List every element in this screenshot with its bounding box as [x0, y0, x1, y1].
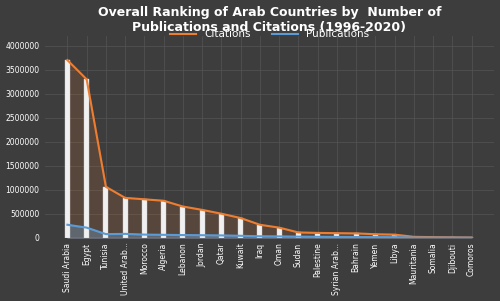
Publications	[142, 233, 148, 236]
Citations	[314, 231, 320, 235]
Publications	[84, 226, 89, 229]
Citations	[334, 231, 340, 235]
Citations	[392, 233, 398, 236]
Publications	[218, 234, 224, 237]
Citations	[296, 231, 302, 234]
Citations	[103, 185, 109, 189]
Citations	[257, 223, 263, 227]
Publications	[180, 233, 186, 237]
Citations	[276, 226, 282, 229]
Bar	[219, 214, 224, 238]
Citations	[450, 235, 456, 239]
Bar	[65, 60, 70, 238]
Bar	[373, 234, 378, 238]
Citations	[430, 235, 436, 239]
Bar	[238, 218, 243, 238]
Publications	[411, 236, 417, 239]
Bar	[296, 232, 301, 238]
Bar	[142, 199, 147, 238]
Publications	[314, 235, 320, 239]
Citations	[142, 197, 148, 201]
Line: Citations: Citations	[68, 60, 471, 237]
Publications	[199, 233, 205, 237]
Publications	[392, 235, 398, 239]
Bar	[276, 228, 281, 238]
Publications	[468, 236, 474, 240]
Citations	[84, 77, 89, 81]
Bar	[450, 237, 454, 238]
Bar	[392, 234, 397, 238]
Bar	[258, 225, 262, 238]
Bar	[315, 233, 320, 238]
Citations	[160, 199, 166, 203]
Citations	[238, 216, 244, 220]
Citations	[64, 58, 70, 62]
Line: Publications: Publications	[68, 225, 471, 238]
Bar	[354, 233, 358, 238]
Legend: Citations, Publications: Citations, Publications	[166, 25, 374, 44]
Bar	[180, 206, 186, 238]
Bar	[161, 201, 166, 238]
Publications	[103, 232, 109, 236]
Citations	[353, 231, 359, 235]
Publications	[450, 236, 456, 239]
Publications	[238, 234, 244, 237]
Publications	[160, 233, 166, 237]
Citations	[122, 196, 128, 200]
Bar	[200, 210, 204, 238]
Publications	[276, 234, 282, 238]
Citations	[218, 212, 224, 216]
Bar	[334, 233, 340, 238]
Citations	[411, 235, 417, 239]
Bar	[84, 79, 89, 238]
Citations	[372, 232, 378, 236]
Citations	[199, 208, 205, 212]
Publications	[296, 235, 302, 238]
Publications	[430, 236, 436, 239]
Publications	[64, 223, 70, 227]
Publications	[122, 232, 128, 236]
Publications	[353, 235, 359, 239]
Publications	[372, 235, 378, 239]
Bar	[122, 198, 128, 238]
Publications	[334, 235, 340, 239]
Bar	[412, 237, 416, 238]
Citations	[180, 205, 186, 208]
Bar	[430, 237, 436, 238]
Bar	[104, 187, 108, 238]
Publications	[257, 234, 263, 238]
Title: Overall Ranking of Arab Countries by  Number of
Publications and Citations (1996: Overall Ranking of Arab Countries by Num…	[98, 5, 441, 33]
Citations	[468, 236, 474, 239]
